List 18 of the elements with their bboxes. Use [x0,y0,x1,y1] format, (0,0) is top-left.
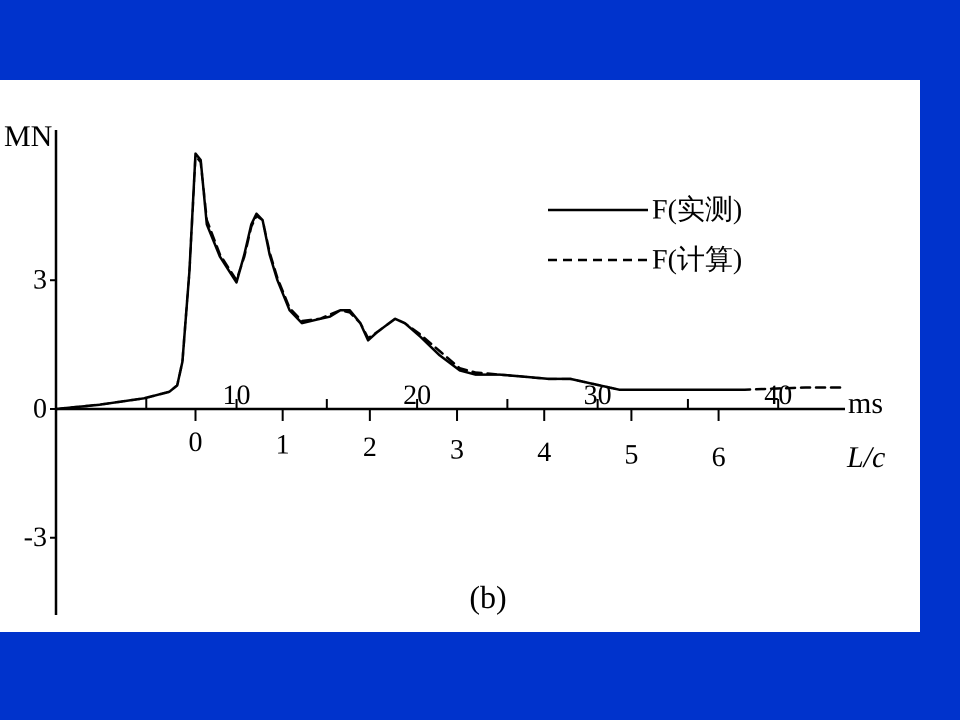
x-tick-label: 5 [624,439,638,470]
x2-tick-label: 10 [222,380,251,411]
x-axis-title: L/c [846,440,886,474]
legend-label: F(计算) [652,244,742,276]
annotation: (b) [469,579,507,615]
x-tick-label: 3 [450,434,464,466]
y-tick-label: 0 [33,393,47,424]
y-tick-label: -3 [24,522,47,554]
x2-axis-title: ms [848,386,884,420]
x2-tick-label: 20 [403,380,432,411]
x-tick-label: 2 [362,432,377,463]
x-tick-label: 6 [712,442,726,473]
y-axis-title: MN [4,120,52,153]
y-tick-label: 3 [33,264,47,296]
legend-label: F(实测) [652,194,742,226]
x-tick-label: 1 [276,429,290,460]
x-tick-label: 0 [188,426,202,458]
x-tick-label: 4 [537,436,552,468]
